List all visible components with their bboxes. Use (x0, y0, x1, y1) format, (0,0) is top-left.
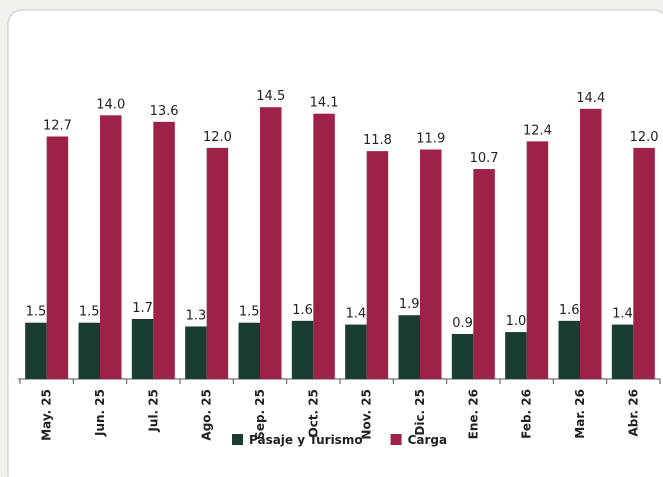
bar (153, 121, 175, 380)
value-label: 1.3 (186, 308, 207, 323)
bar (366, 151, 389, 379)
x-tick-label: Jul. 25 (146, 389, 160, 433)
value-label: 12.0 (203, 130, 232, 145)
x-tick-label: Mar. 26 (573, 389, 587, 439)
value-label: 1.6 (292, 303, 313, 318)
bar (526, 141, 549, 379)
bar (185, 326, 207, 379)
value-label: 14.4 (576, 91, 605, 106)
bar (505, 332, 527, 379)
bar (611, 324, 634, 379)
bar (580, 108, 602, 379)
value-label: 1.4 (612, 307, 633, 322)
bar (420, 149, 442, 379)
bar (633, 147, 655, 379)
bar (345, 324, 367, 379)
legend-swatch (232, 434, 243, 445)
x-tick-label: Ene. 26 (466, 389, 480, 439)
value-label: 11.8 (363, 133, 392, 148)
bar (46, 136, 69, 379)
value-label: 1.9 (399, 297, 420, 312)
bar (78, 322, 100, 379)
value-label: 1.7 (132, 301, 153, 316)
value-label: 1.5 (239, 305, 260, 320)
value-label: 12.4 (523, 123, 552, 138)
bar (451, 333, 474, 379)
bar (100, 115, 122, 379)
value-label: 11.9 (416, 132, 445, 147)
legend-label: Pasaje y Turismo (249, 433, 363, 447)
value-label: 10.7 (470, 151, 499, 166)
value-label: 14.0 (96, 97, 125, 112)
x-tick-label: Dic. 25 (413, 389, 427, 436)
legend-label: Carga (408, 433, 448, 447)
bar (558, 320, 580, 379)
bar (25, 322, 47, 379)
x-tick-label: Feb. 26 (520, 389, 534, 439)
value-label: 12.0 (630, 130, 659, 145)
x-tick-label: Jun. 25 (93, 389, 107, 437)
bar (131, 318, 154, 379)
value-label: 1.0 (506, 314, 527, 329)
x-tick-label: Sep. 25 (253, 389, 267, 440)
bar (313, 113, 335, 380)
value-label: 13.6 (150, 104, 179, 119)
x-tick-label: Oct. 25 (306, 389, 320, 438)
value-label: 12.7 (43, 118, 72, 133)
value-label: 1.5 (26, 305, 47, 320)
value-label: 0.9 (452, 316, 473, 331)
bar (260, 107, 282, 380)
x-tick-label: Nov. 25 (360, 389, 374, 440)
value-label: 14.1 (310, 96, 339, 111)
legend-swatch (390, 434, 402, 445)
bar (206, 147, 229, 379)
bar (398, 315, 420, 379)
value-label: 1.5 (79, 305, 100, 320)
x-tick-label: Ago. 25 (200, 389, 214, 441)
bar (473, 169, 495, 379)
value-label: 1.4 (346, 307, 367, 322)
x-tick-label: Abr. 26 (626, 389, 640, 437)
value-label: 1.6 (559, 303, 580, 318)
value-label: 14.5 (256, 89, 285, 104)
x-tick-label: May. 25 (40, 389, 54, 441)
bar (291, 320, 314, 379)
bar (238, 322, 260, 379)
